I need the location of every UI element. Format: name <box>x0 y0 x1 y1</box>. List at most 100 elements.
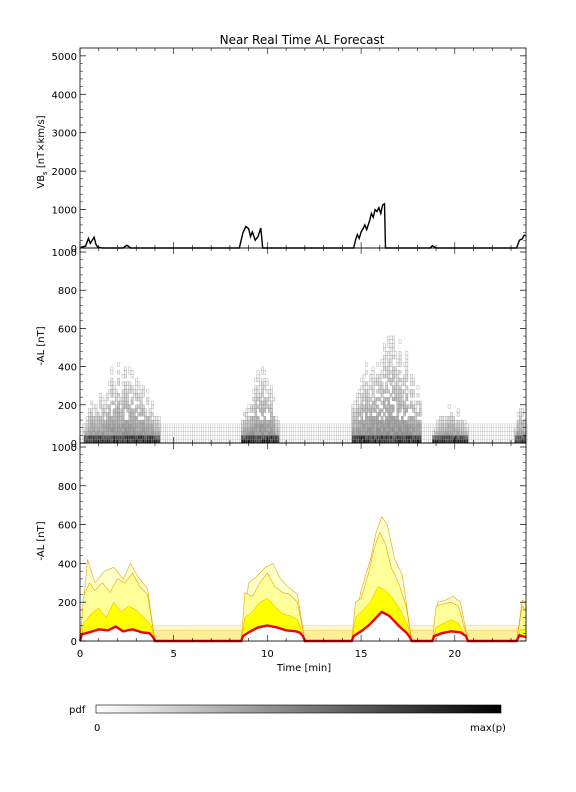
pdf-cell <box>392 423 395 428</box>
pdf-cell <box>438 435 442 440</box>
pdf-cell <box>124 431 127 436</box>
pdf-cell <box>410 374 413 379</box>
pdf-cell <box>450 427 453 432</box>
pdf-cell <box>412 419 415 425</box>
pdf-cell <box>450 419 453 425</box>
pdf-cell <box>247 408 251 413</box>
pdf-background-cell <box>511 423 515 428</box>
pdf-cell <box>101 419 105 425</box>
pdf-cell <box>110 393 114 398</box>
pdf-background-cell <box>189 423 193 428</box>
pdf-cell <box>371 423 375 428</box>
pdf-cell <box>414 427 418 432</box>
pdf-cell <box>263 377 267 383</box>
pdf-cell <box>245 427 249 432</box>
pdf-cell <box>263 423 267 428</box>
pdf-cell <box>148 423 152 428</box>
pdf-background-cell <box>318 423 321 428</box>
pdf-background-cell <box>297 423 301 428</box>
pdf-cell <box>380 435 384 440</box>
pdf-cell <box>410 404 413 409</box>
pdf-background-cell <box>284 438 288 444</box>
pdf-background-cell <box>500 423 503 428</box>
pdf-cell <box>416 435 420 440</box>
pdf-cell <box>436 439 440 444</box>
pdf-cell <box>516 427 520 432</box>
pdf-cell <box>128 366 132 371</box>
pdf-cell <box>445 423 449 428</box>
pdf-cell <box>362 427 366 432</box>
pdf-background-cell <box>475 427 479 432</box>
pdf-background-cell <box>178 435 182 440</box>
pdf-cell <box>410 377 413 383</box>
pdf-cell <box>112 435 116 440</box>
pdf-background-cell <box>282 423 285 428</box>
pdf-cell <box>392 404 395 409</box>
pdf-cell <box>139 412 143 417</box>
pdf-cell <box>405 351 409 356</box>
pdf-cell <box>416 393 420 398</box>
pdf-cell <box>353 408 357 413</box>
pdf-cell <box>380 431 384 436</box>
pdf-cell <box>353 419 357 425</box>
pdf-cell <box>412 435 415 440</box>
pdf-cell <box>85 423 89 428</box>
pdf-background-cell <box>336 438 339 444</box>
pdf-cell <box>398 339 402 344</box>
pdf-cell <box>142 389 145 394</box>
pdf-cell <box>88 435 91 440</box>
pdf-cell <box>450 412 453 417</box>
pdf-cell <box>396 427 400 432</box>
pdf-background-cell <box>221 423 225 428</box>
pdf-cell <box>252 431 255 436</box>
pdf-cell <box>115 439 118 444</box>
pdf-background-cell <box>279 435 283 440</box>
pdf-cell <box>419 431 422 436</box>
pdf-background-cell <box>484 423 488 428</box>
pdf-cell <box>414 412 418 417</box>
pdf-background-cell <box>340 423 344 428</box>
pdf-cell <box>103 412 107 417</box>
pdf-cell <box>117 412 120 417</box>
pdf-cell <box>389 335 393 341</box>
pdf-cell <box>254 397 258 402</box>
pdf-cell <box>88 423 91 428</box>
pdf-cell <box>371 374 375 379</box>
pdf-background-cell <box>426 431 429 436</box>
pdf-cell <box>432 431 435 436</box>
pdf-cell <box>456 427 460 432</box>
pdf-cell <box>392 385 395 390</box>
pdf-cell <box>139 439 143 444</box>
pdf-background-cell <box>480 423 483 428</box>
pdf-cell <box>139 389 143 394</box>
pdf-background-cell <box>471 423 474 428</box>
pdf-cell <box>276 423 280 428</box>
pdf-background-cell <box>498 435 501 440</box>
pdf-cell <box>128 427 132 432</box>
pdf-cell <box>103 423 107 428</box>
pdf-cell <box>519 416 522 421</box>
pdf-cell <box>130 374 134 379</box>
pdf-cell <box>99 416 102 421</box>
pdf-cell <box>396 416 400 421</box>
pdf-cell <box>385 419 388 425</box>
pdf-background-cell <box>498 423 501 428</box>
pdf-cell <box>258 404 262 409</box>
pdf-cell <box>137 439 141 444</box>
pdf-cell <box>263 431 267 436</box>
vbs-axis-label-units-text: [nT×km/s] <box>36 115 47 168</box>
pdf-background-cell <box>203 423 207 428</box>
pdf-cell <box>108 381 111 386</box>
pdf-cell <box>270 416 273 421</box>
pdf-background-cell <box>216 438 220 444</box>
pdf-cell <box>130 423 134 428</box>
pdf-cell <box>99 397 102 402</box>
pdf-cell <box>396 431 400 436</box>
pdf-cell <box>365 423 368 428</box>
pdf-cell <box>112 393 116 398</box>
y-tick-label: 2000 <box>52 167 77 178</box>
pdf-cell <box>94 404 98 409</box>
pdf-cell <box>117 435 120 440</box>
pdf-cell <box>450 416 453 421</box>
pdf-cell <box>367 400 370 405</box>
